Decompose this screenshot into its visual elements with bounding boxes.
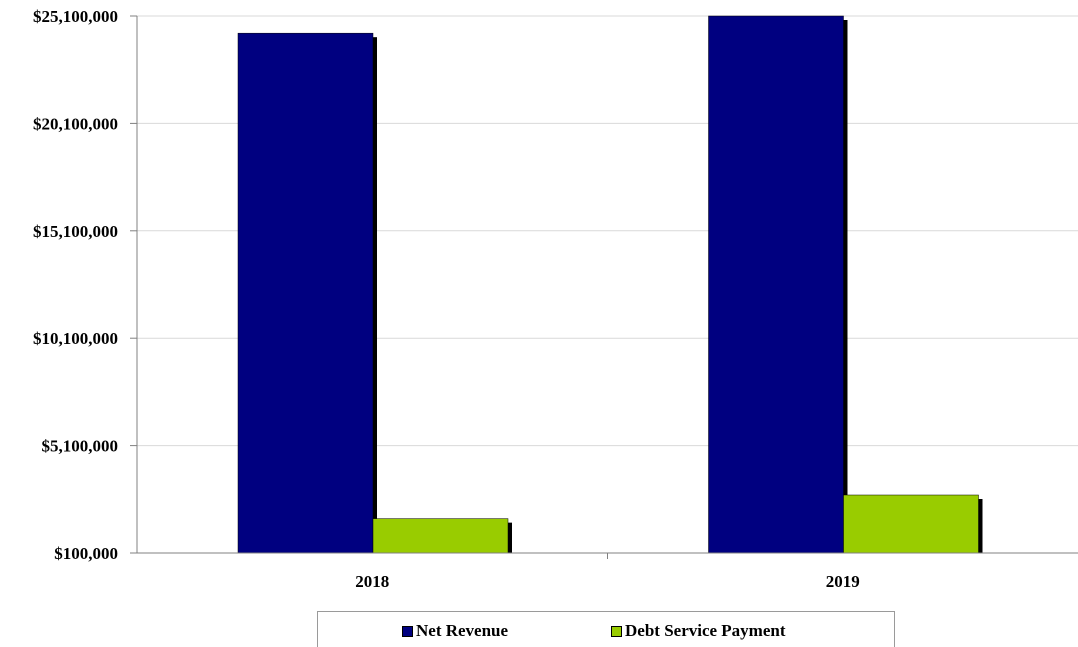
- legend-item-net-revenue: Net Revenue: [402, 621, 508, 641]
- bars: [237, 15, 983, 554]
- bar: [843, 494, 979, 554]
- y-axis-labels: $100,000 $5,100,000 $10,100,000 $15,100,000…: [33, 7, 118, 563]
- bar: [372, 518, 509, 554]
- x-tick-label: 2019: [826, 572, 860, 591]
- y-tick-label: $25,100,000: [33, 7, 118, 26]
- y-tick-label: $10,100,000: [33, 329, 118, 348]
- legend: Net Revenue Debt Service Payment: [317, 611, 895, 647]
- legend-swatch-debt-service-payment: [611, 625, 622, 637]
- y-tick-label: $20,100,000: [33, 114, 118, 133]
- legend-item-debt-service-payment: Debt Service Payment: [611, 621, 786, 641]
- y-tick-label: $15,100,000: [33, 222, 118, 241]
- y-tick-label: $100,000: [54, 544, 118, 563]
- y-tick-label: $5,100,000: [42, 437, 119, 456]
- axes: [136, 16, 1078, 559]
- bar: [708, 15, 844, 554]
- x-tick-label: 2018: [355, 572, 389, 591]
- bar: [237, 32, 374, 554]
- legend-swatch-net-revenue: [402, 625, 413, 637]
- legend-label-net-revenue: Net Revenue: [416, 621, 509, 640]
- x-axis-labels: 2018 2019: [355, 572, 860, 591]
- legend-label-debt-service-payment: Debt Service Payment: [625, 621, 786, 640]
